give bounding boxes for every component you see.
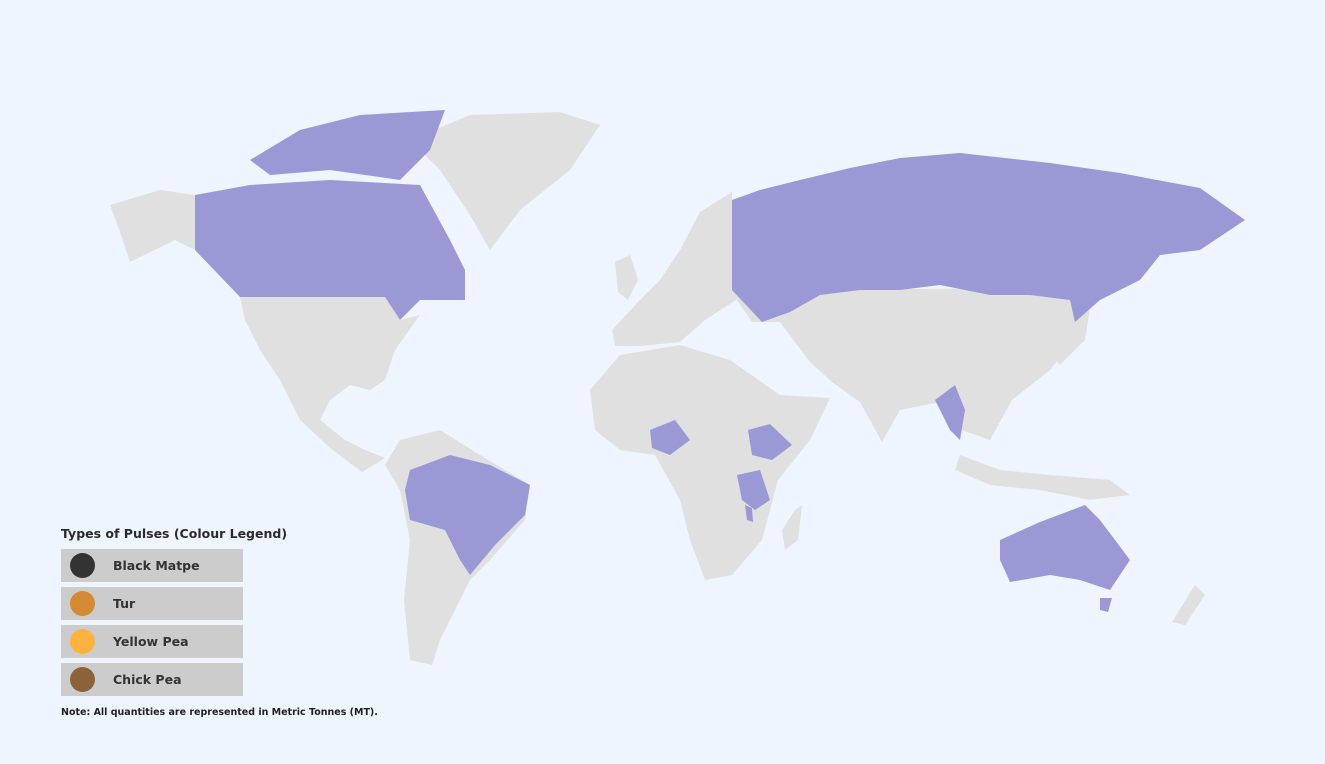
region-alaska [110, 190, 195, 262]
color-legend: Types of Pulses (Colour Legend) Black Ma… [61, 526, 287, 701]
region-europe [612, 192, 736, 346]
legend-item-yellow-pea: Yellow Pea [61, 625, 243, 658]
legend-item-tur: Tur [61, 587, 243, 620]
region-new-zealand [1172, 585, 1205, 625]
country-canada [195, 180, 465, 320]
country-brazil [405, 455, 530, 575]
region-canada-arctic-islands [250, 110, 445, 180]
region-indonesia [955, 455, 1130, 500]
country-tanzania [737, 470, 770, 510]
color-swatch-icon [70, 629, 95, 654]
region-greenland [410, 112, 600, 250]
country-nigeria [650, 420, 690, 455]
legend-label: Black Matpe [113, 558, 200, 573]
units-note: Note: All quantities are represented in … [61, 707, 378, 718]
region-madagascar [782, 505, 802, 550]
region-asia [730, 288, 1090, 442]
legend-item-black-matpe: Black Matpe [61, 549, 243, 582]
legend-label: Tur [113, 596, 136, 611]
country-australia [1000, 505, 1130, 590]
legend-label: Chick Pea [113, 672, 182, 687]
country-russia [732, 153, 1245, 322]
region-usa-mexico [240, 297, 420, 472]
region-africa [590, 345, 830, 580]
country-ethiopia [748, 424, 792, 460]
country-malawi [745, 505, 753, 522]
legend-label: Yellow Pea [113, 634, 189, 649]
legend-title: Types of Pulses (Colour Legend) [61, 526, 288, 541]
region-iceland-uk [615, 255, 638, 300]
region-tasmania [1100, 598, 1112, 612]
country-myanmar [935, 385, 965, 440]
color-swatch-icon [70, 667, 95, 692]
color-swatch-icon [70, 553, 95, 578]
legend-item-chick-pea: Chick Pea [61, 663, 243, 696]
color-swatch-icon [70, 591, 95, 616]
